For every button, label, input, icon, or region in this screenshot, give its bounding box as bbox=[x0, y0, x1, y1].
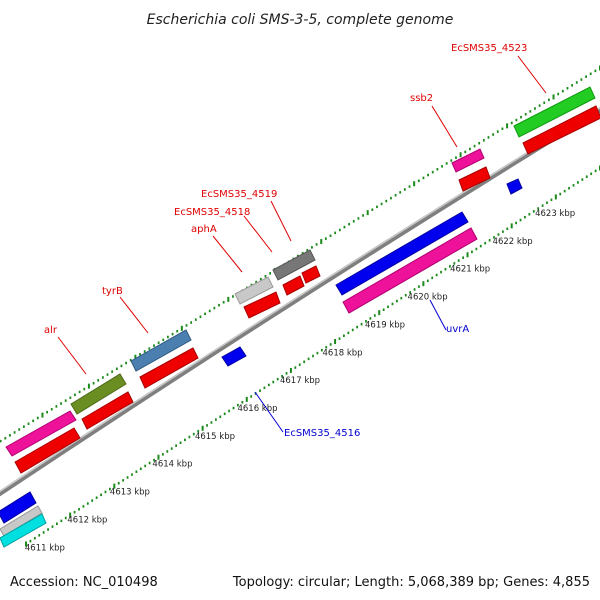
tick-label: 4621 kbp bbox=[450, 265, 490, 275]
tick-label: 4618 kbp bbox=[323, 348, 363, 358]
leader-EcSMS35_4518 bbox=[243, 215, 273, 253]
cds-red-7[interactable] bbox=[458, 166, 491, 192]
accession-text: Accession: NC_010498 bbox=[10, 575, 158, 590]
tick-label: 4615 kbp bbox=[195, 432, 235, 442]
label-EcSMS35_4523[interactable]: EcSMS35_4523 bbox=[451, 43, 527, 54]
leader-alr bbox=[57, 336, 87, 375]
tick-label: 4613 kbp bbox=[110, 488, 150, 498]
label-tyrB[interactable]: tyrB bbox=[102, 286, 123, 297]
cds-red-3[interactable] bbox=[139, 347, 199, 389]
tick-label: 4620 kbp bbox=[408, 293, 448, 303]
leader-EcSMS35_4519 bbox=[270, 200, 292, 242]
gene-features bbox=[0, 86, 600, 548]
gene-aphA-block[interactable] bbox=[234, 276, 274, 305]
label-EcSMS35_4519[interactable]: EcSMS35_4519 bbox=[201, 189, 277, 200]
cds-red-6[interactable] bbox=[301, 265, 321, 284]
cds-red-4[interactable] bbox=[243, 291, 281, 319]
tick-label: 4612 kbp bbox=[67, 515, 107, 525]
gene-EcSMS35_4523-block[interactable] bbox=[513, 86, 596, 138]
genome-backbone bbox=[0, 107, 600, 497]
gene-labels: alr tyrB aphA EcSMS35_4518 EcSMS35_4519 … bbox=[44, 43, 547, 439]
leader-EcSMS35_4523 bbox=[517, 55, 547, 94]
gene-EcSMS35_4518-block[interactable] bbox=[272, 249, 316, 281]
label-alr[interactable]: alr bbox=[44, 325, 58, 336]
gene-blue-4611[interactable] bbox=[0, 491, 37, 524]
label-uvrA[interactable]: uvrA bbox=[446, 324, 469, 335]
genome-summary-text: Topology: circular; Length: 5,068,389 bp… bbox=[232, 575, 590, 590]
cds-red-1[interactable] bbox=[14, 427, 81, 474]
gene-tyrB-block[interactable] bbox=[130, 329, 192, 372]
label-aphA[interactable]: aphA bbox=[191, 224, 217, 235]
gene-ssb2-block[interactable] bbox=[451, 148, 485, 173]
leader-tyrB bbox=[119, 296, 149, 334]
tick-label: 4611 kbp bbox=[25, 543, 65, 553]
tick-label: 4623 kbp bbox=[535, 209, 575, 219]
gene-olive-block[interactable] bbox=[70, 373, 127, 415]
gene-EcSMS35_4516-block[interactable] bbox=[221, 346, 247, 367]
leader-uvrA bbox=[429, 299, 447, 331]
leader-EcSMS35_4516 bbox=[254, 391, 284, 433]
label-EcSMS35_4516[interactable]: EcSMS35_4516 bbox=[284, 428, 360, 439]
label-EcSMS35_4518[interactable]: EcSMS35_4518 bbox=[174, 207, 250, 218]
leader-aphA bbox=[212, 235, 243, 273]
cds-red-8[interactable] bbox=[522, 105, 600, 155]
tick-label: 4617 kbp bbox=[280, 376, 320, 386]
gene-cyan-4611[interactable] bbox=[0, 513, 47, 548]
small-blue-feature[interactable] bbox=[506, 178, 523, 195]
cds-pink-uvrA[interactable] bbox=[342, 227, 478, 314]
label-ssb2[interactable]: ssb2 bbox=[410, 93, 433, 104]
tick-label: 4616 kbp bbox=[237, 404, 277, 414]
tick-label-group: 4611 kbp 4612 kbp 4613 kbp 4614 kbp 4615 kbp… bbox=[25, 209, 575, 553]
cds-red-5[interactable] bbox=[282, 275, 305, 296]
genome-backbone-highlight bbox=[0, 107, 600, 493]
tick-label: 4614 kbp bbox=[152, 460, 192, 470]
map-title: Escherichia coli SMS-3-5, complete genom… bbox=[147, 12, 454, 28]
tick-label: 4619 kbp bbox=[365, 320, 405, 330]
gene-grey-4611[interactable] bbox=[0, 505, 43, 537]
tick-label: 4622 kbp bbox=[493, 237, 533, 247]
gene-alr-block[interactable] bbox=[5, 410, 77, 457]
leader-ssb2 bbox=[431, 105, 458, 148]
lower-tick-track bbox=[25, 165, 600, 547]
cds-red-2[interactable] bbox=[81, 391, 134, 430]
gene-uvrA-block[interactable] bbox=[335, 211, 469, 296]
